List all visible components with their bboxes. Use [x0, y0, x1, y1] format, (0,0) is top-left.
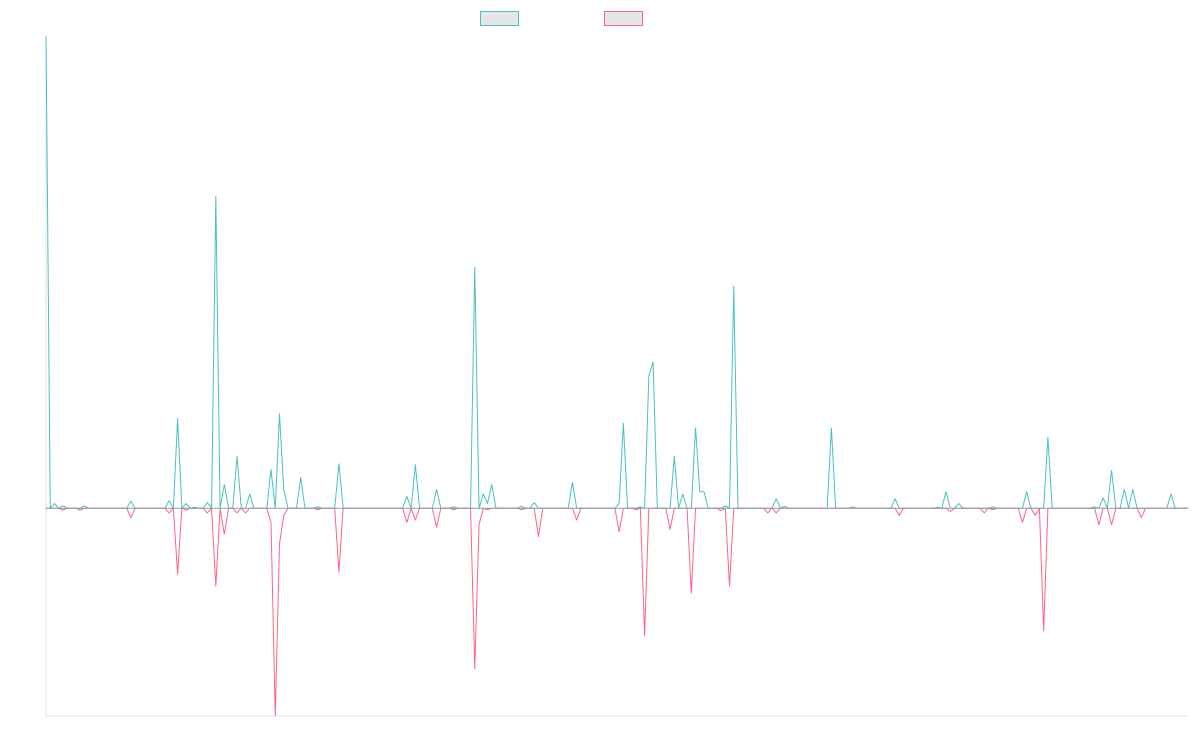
legend-swatch-series-2: [604, 10, 643, 26]
legend-swatch-series-1: [480, 10, 519, 26]
series-line-2[interactable]: [46, 507, 1188, 717]
series-line-1[interactable]: [45, 35, 1188, 509]
series-layer: [45, 35, 1188, 717]
legend-item-series-1[interactable]: [480, 9, 527, 27]
legend: [0, 9, 1200, 27]
axes: [45, 36, 1188, 717]
legend-item-series-2[interactable]: [604, 9, 651, 27]
